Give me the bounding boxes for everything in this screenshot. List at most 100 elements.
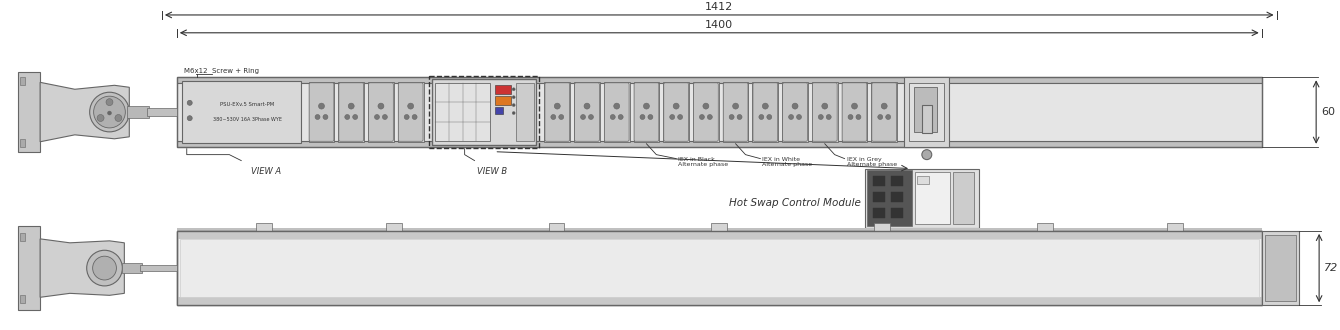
Circle shape: [315, 115, 320, 119]
Circle shape: [796, 115, 801, 119]
Circle shape: [512, 112, 515, 115]
Circle shape: [614, 103, 619, 109]
Bar: [177, 228, 1262, 231]
Circle shape: [618, 115, 623, 119]
Bar: [338, 82, 364, 142]
Bar: [177, 83, 1262, 141]
Bar: [891, 208, 903, 218]
Circle shape: [106, 99, 113, 106]
Bar: [871, 82, 896, 142]
Bar: [20, 139, 25, 147]
Bar: [871, 228, 888, 236]
Circle shape: [188, 116, 192, 121]
Bar: [177, 231, 1262, 305]
Circle shape: [378, 103, 383, 109]
Circle shape: [851, 103, 858, 109]
Circle shape: [649, 115, 653, 119]
Circle shape: [382, 115, 387, 119]
Bar: [548, 223, 564, 231]
Circle shape: [758, 115, 764, 119]
FancyBboxPatch shape: [545, 83, 570, 141]
Circle shape: [344, 115, 350, 119]
Circle shape: [886, 115, 891, 119]
Circle shape: [827, 115, 831, 119]
Circle shape: [107, 111, 111, 115]
Circle shape: [848, 115, 854, 119]
Bar: [177, 141, 1262, 147]
FancyBboxPatch shape: [398, 83, 423, 141]
Circle shape: [115, 115, 122, 121]
Circle shape: [762, 103, 768, 109]
Bar: [812, 82, 838, 142]
Bar: [867, 171, 913, 226]
Circle shape: [413, 115, 417, 119]
Circle shape: [878, 115, 883, 119]
FancyBboxPatch shape: [812, 83, 838, 141]
Circle shape: [704, 103, 709, 109]
Bar: [1262, 231, 1300, 305]
Bar: [19, 226, 40, 310]
Bar: [177, 231, 1262, 239]
Bar: [842, 82, 867, 142]
Bar: [922, 105, 931, 133]
Bar: [494, 85, 511, 94]
Bar: [1037, 223, 1053, 231]
Bar: [866, 169, 980, 228]
Bar: [953, 173, 974, 224]
Circle shape: [922, 150, 931, 160]
Bar: [147, 108, 177, 116]
FancyBboxPatch shape: [339, 83, 363, 141]
FancyBboxPatch shape: [783, 83, 808, 141]
Bar: [19, 72, 40, 152]
Circle shape: [551, 115, 556, 119]
Circle shape: [555, 103, 560, 109]
Circle shape: [188, 100, 192, 105]
Bar: [141, 265, 177, 271]
Text: IEX in Grey
Alternate phase: IEX in Grey Alternate phase: [847, 157, 896, 167]
Bar: [177, 297, 1262, 305]
Bar: [874, 223, 890, 231]
Circle shape: [512, 104, 515, 107]
Circle shape: [94, 96, 126, 128]
Polygon shape: [40, 239, 125, 297]
Bar: [693, 82, 718, 142]
Bar: [574, 82, 600, 142]
Bar: [712, 223, 728, 231]
Circle shape: [405, 115, 409, 119]
Bar: [494, 107, 502, 114]
FancyBboxPatch shape: [872, 83, 896, 141]
Bar: [874, 177, 886, 186]
Bar: [917, 177, 929, 184]
FancyBboxPatch shape: [753, 83, 777, 141]
Circle shape: [708, 115, 713, 119]
Bar: [947, 228, 965, 236]
Circle shape: [643, 103, 650, 109]
Circle shape: [512, 96, 515, 99]
Bar: [663, 82, 689, 142]
Circle shape: [670, 115, 674, 119]
FancyBboxPatch shape: [310, 83, 334, 141]
Circle shape: [352, 115, 358, 119]
Circle shape: [766, 115, 772, 119]
Text: VIEW A: VIEW A: [251, 167, 281, 176]
Circle shape: [348, 103, 354, 109]
Bar: [909, 83, 943, 141]
Circle shape: [678, 115, 682, 119]
FancyBboxPatch shape: [575, 83, 599, 141]
Bar: [634, 82, 659, 142]
Text: PSU-EXv.5 Smart-PM: PSU-EXv.5 Smart-PM: [220, 102, 275, 107]
Bar: [604, 82, 630, 142]
Bar: [127, 106, 149, 118]
Circle shape: [87, 250, 122, 286]
Bar: [436, 83, 490, 141]
Circle shape: [584, 103, 590, 109]
Bar: [369, 82, 394, 142]
Bar: [914, 87, 937, 132]
Bar: [753, 82, 779, 142]
Bar: [915, 173, 950, 224]
Bar: [922, 228, 939, 236]
Bar: [516, 83, 533, 141]
Circle shape: [374, 115, 379, 119]
Bar: [177, 231, 1262, 305]
Circle shape: [559, 115, 564, 119]
